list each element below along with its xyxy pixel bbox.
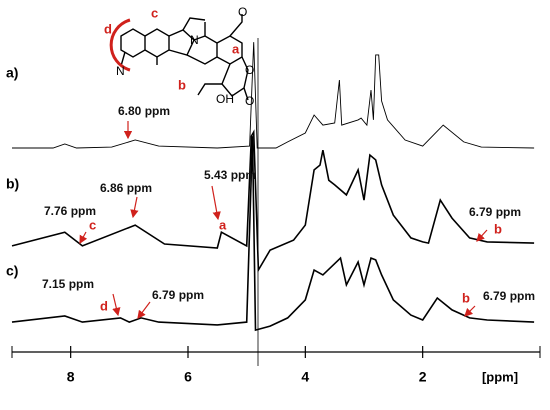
annotation-arrow [211,185,221,221]
atom: O [238,5,247,19]
atom: N [190,33,199,47]
atom: O [245,94,254,108]
annotation: 6.79 ppm [469,205,521,219]
x-axis-label: [ppm] [482,369,518,384]
atom: O [245,63,254,77]
atom: OH [216,92,234,106]
structure-label: c [151,5,158,20]
x-tick-label: 6 [184,369,192,385]
annotation: 6.80 ppm [118,104,170,118]
annotation-letter: d [100,298,108,313]
panel-label: a) [6,65,18,81]
annotation: 7.76 ppm [44,204,96,218]
spectrum [11,136,535,332]
annotation-arrow [137,301,151,319]
annotation-letter: b [462,290,470,305]
annotation-arrow [476,229,488,242]
spectrum [11,129,535,273]
molecule [109,14,249,101]
atom: N [116,64,125,78]
structure-label: b [178,77,186,92]
annotation: 6.79 ppm [152,288,204,302]
annotation: 6.86 ppm [100,181,152,195]
annotation: 7.15 ppm [42,277,94,291]
annotation: 5.43 ppm [204,168,256,182]
annotation-letter: a [219,217,227,232]
structure-label: a [232,41,240,56]
annotation: 6.79 ppm [483,289,535,303]
annotation-letter: c [89,217,96,232]
annotation-arrow [79,231,88,245]
annotation-arrow [464,305,476,317]
structure-label: d [104,21,112,36]
x-tick-label: 2 [419,369,427,385]
panel-label: c) [6,263,18,279]
annotation-arrow [130,196,139,219]
annotation-arrow [112,293,121,317]
x-tick-label: 4 [301,369,309,385]
x-tick-label: 8 [67,369,75,385]
panel-label: b) [6,176,19,192]
annotation-letter: b [494,221,502,236]
spectrum [12,42,535,149]
